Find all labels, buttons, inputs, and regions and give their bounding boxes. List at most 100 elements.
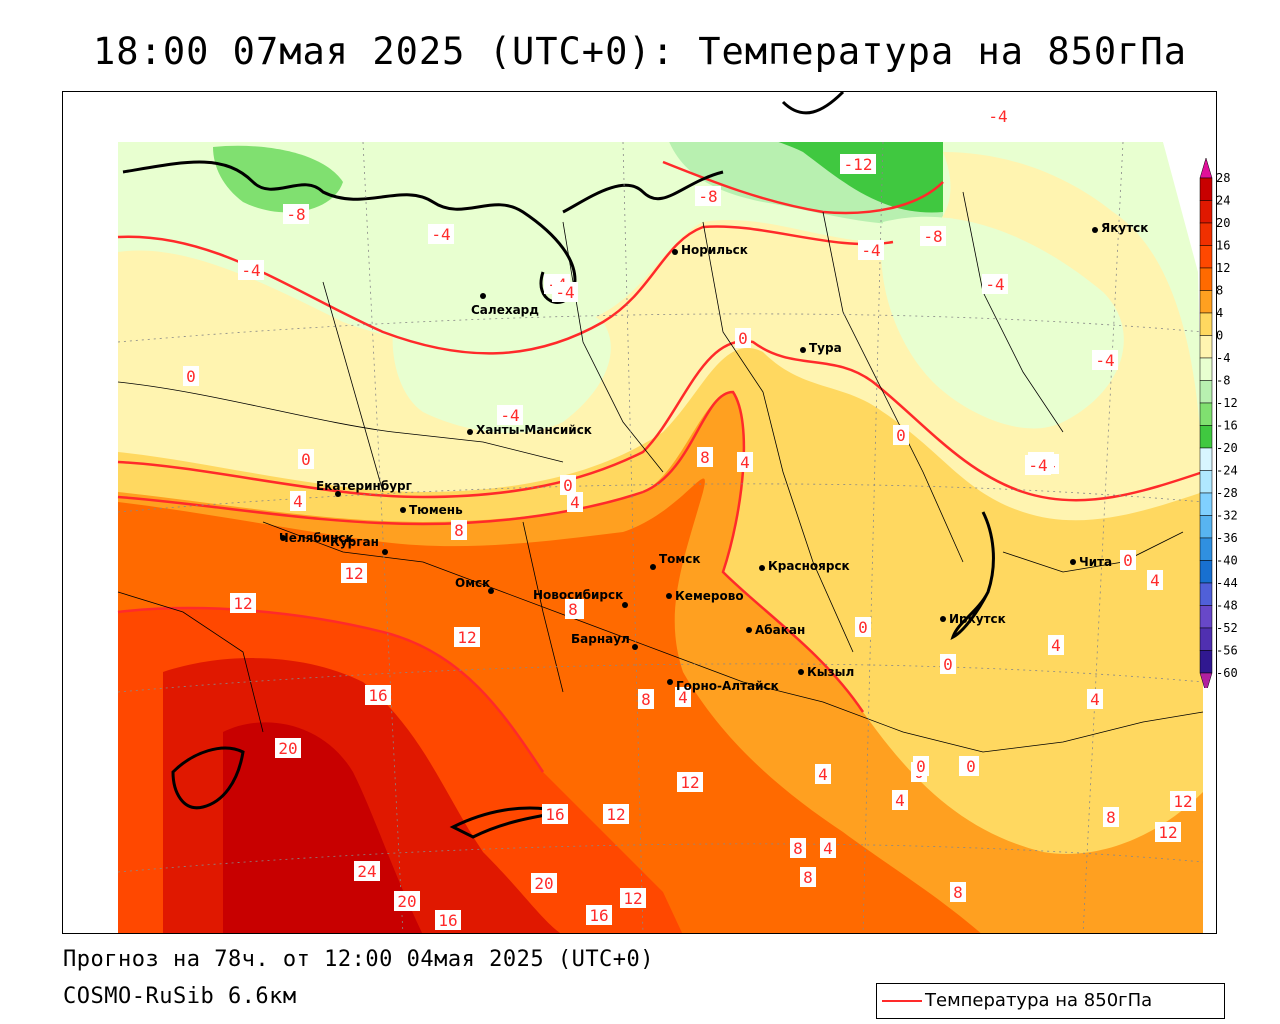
colorbar-tick-label: -28 [1216,486,1238,500]
contour-value-label: 4 [1048,635,1064,655]
contour-value-label: -4 [497,405,523,425]
contour-label-text: -4 [241,261,260,280]
contour-label-text: 8 [793,839,803,858]
city-label: Иркутск [949,612,1006,626]
contour-label-text: 0 [1123,551,1133,570]
contour-label-bg [950,882,966,902]
contour-label-bg [677,772,703,792]
admin-border [962,191,1064,433]
contour-label-bg [603,804,629,824]
contour-value-label: 4 [1147,570,1163,590]
isotherm-zero [117,339,1204,502]
contour-value-label: 12 [230,593,256,613]
city-label: Тура [809,341,842,355]
graticule-line [862,141,884,933]
contour-value-label: 0 [1120,550,1136,570]
colorbar-cell [1199,177,1213,201]
city-marker: Якутск [1092,221,1148,235]
contour-value-label: 12 [454,627,480,647]
colorbar-cell [1199,492,1213,516]
city-label: Екатеринбург [316,479,412,493]
city-marker: Тура [800,341,842,355]
contour-label-text: 8 [953,883,963,902]
contour-label-bg [586,905,612,925]
colorbar-cell [1199,222,1213,246]
contour-label-bg [394,891,420,911]
contour-label-bg [892,790,908,810]
contour-value-label: 16 [542,804,568,824]
contour-value-label: 4 [815,764,831,784]
contour-label-text: 4 [570,493,580,512]
contour-label-text: 8 [568,600,578,619]
contour-value-label: 8 [638,689,654,709]
colorbar-tick-label: 16 [1216,239,1230,253]
legend-label: Температура на 850гПа [925,990,1153,1011]
contour-label-text: -8 [923,227,942,246]
contour-label-bg [238,260,264,280]
legend-line-swatch [882,1000,922,1002]
contour-label-text: 4 [1150,571,1160,590]
city-label: Красноярск [768,559,850,573]
contour-value-label: 12 [620,888,646,908]
admin-borders [117,191,1204,753]
contour-label-text: 4 [823,839,833,858]
colorbar-cell [1199,470,1213,494]
contour-label-text: 0 [966,757,976,776]
colorbar-cell [1199,605,1213,629]
contour-label-text: 0 [301,450,311,469]
isotherm-twelve [117,606,545,773]
contour-label-bg [565,599,581,619]
contour-label-bg [1147,570,1163,590]
city-dot [746,627,752,633]
contour-label-bg [638,689,654,709]
contour-label-text: 8 [803,868,813,887]
contour-value-label: 24 [354,861,380,881]
contour-label-bg [815,764,831,784]
isotherm-minus8 [662,160,944,215]
contour-value-label: 20 [275,738,301,758]
contour-label-text: 0 [943,655,953,674]
colorbar-cell [1199,582,1213,606]
contour-label-bg [735,328,751,348]
admin-border [322,281,384,493]
contour-label-bg [985,106,1011,126]
contour-label-bg [341,563,367,583]
contour-value-label: 4 [567,492,583,512]
city-label: Якутск [1101,221,1148,235]
contour-label-bg [1120,550,1136,570]
contour-label-text: 12 [680,773,699,792]
contour-label-bg [913,756,929,776]
contour-label-bg [790,838,806,858]
city-dot [666,593,672,599]
colorbar-cell [1199,425,1213,449]
colorbar-cell [1199,357,1213,381]
city-dot [467,429,473,435]
contour-label-text: 8 [454,521,464,540]
admin-border [822,211,964,563]
contour-label-bg [840,154,876,174]
contour-label-text: -4 [431,225,450,244]
colorbar-tick-label: -36 [1216,531,1238,545]
band-minus8-west [213,145,343,213]
contour-label-bg [695,186,721,206]
contour-label-text: 24 [357,862,376,881]
contour-value-label: 0 [940,654,956,674]
contour-label-text: 8 [700,448,710,467]
map-canvas: -4-12-8-8-4-4-8-4-4-4-4-40-400-4-4084404… [63,92,1216,933]
contour-label-text: 20 [534,874,553,893]
colorbar-cell [1199,627,1213,651]
city-dot [632,644,638,650]
temperature-field [63,92,1216,933]
contour-label-bg [1092,350,1118,370]
contour-label-text: 20 [397,892,416,911]
city-dot [400,507,406,513]
admin-border [522,521,564,693]
colorbar-tick-label: -44 [1216,576,1238,590]
colorbar-cell [1199,650,1213,674]
contour-label-bg [820,838,836,858]
contour-label-bg [560,475,576,495]
admin-border [262,521,1204,753]
contour-label-bg [1087,689,1103,709]
city-label: Тюмень [409,503,463,517]
city-marker: Норильск [672,243,748,257]
